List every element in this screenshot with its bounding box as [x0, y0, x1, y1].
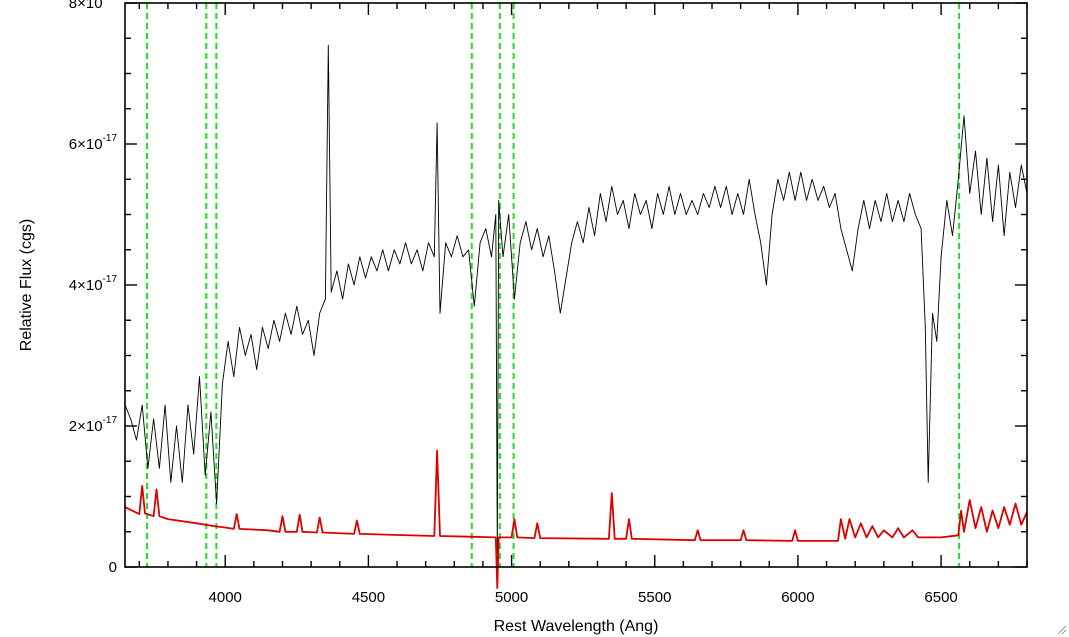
spectrum-line — [124, 44, 1028, 554]
x-tick-label: 6000 — [781, 589, 814, 606]
vertical-marker-lines — [146, 3, 961, 567]
x-tick-label: 4500 — [352, 589, 385, 606]
y-tick-label: 4×10-17 — [69, 274, 118, 294]
y-axis-title: Relative Flux (cgs) — [18, 219, 35, 351]
series-lines — [124, 44, 1028, 589]
x-tick-label: 5000 — [495, 589, 528, 606]
y-tick-label: 6×10-17 — [69, 133, 118, 153]
y-tick-label: 8×10-17 — [69, 0, 118, 12]
x-tick-label: 6500 — [924, 589, 957, 606]
x-axis-title: Rest Wavelength (Ang) — [494, 618, 659, 635]
y-tick-labels: 0 2×10-17 4×10-17 6×10-17 8×10-17 — [69, 0, 118, 576]
error-line — [124, 449, 1028, 589]
y-tick-label: 0 — [109, 559, 117, 576]
axis-ticks — [125, 2, 1028, 568]
x-tick-labels: 4000 4500 5000 5500 6000 6500 — [209, 589, 958, 606]
x-tick-label: 5500 — [638, 589, 671, 606]
x-tick-label: 4000 — [209, 589, 242, 606]
resize-grip-icon[interactable] — [1055, 623, 1067, 635]
plot-frame — [124, 2, 1028, 568]
y-tick-label: 2×10-17 — [69, 415, 118, 435]
